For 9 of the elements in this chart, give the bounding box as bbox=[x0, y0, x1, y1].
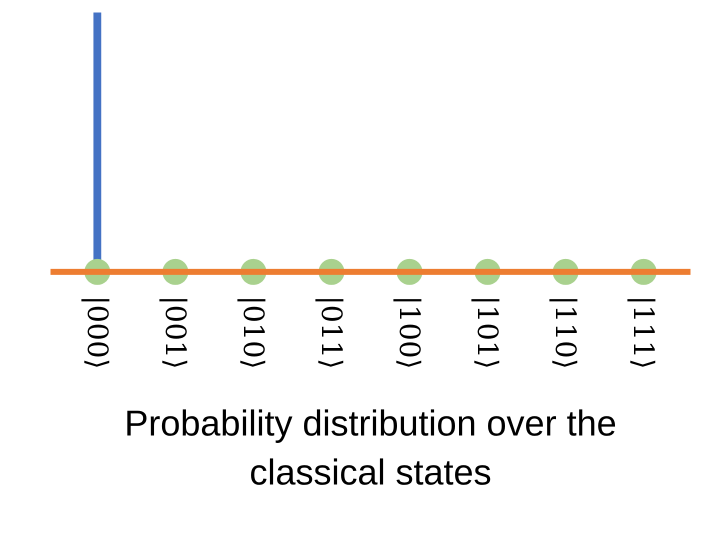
x-tick-label: |000⟩ bbox=[80, 296, 114, 370]
x-tick-label: |010⟩ bbox=[236, 296, 270, 370]
x-tick-label: |100⟩ bbox=[393, 296, 426, 370]
x-tick-label: |001⟩ bbox=[158, 296, 192, 370]
x-tick-label: |110⟩ bbox=[549, 296, 582, 370]
x-tick-label: |011⟩ bbox=[314, 296, 348, 370]
x-tick-label: |111⟩ bbox=[627, 296, 660, 370]
x-axis-title: Probability distribution over the classical states bbox=[124, 402, 617, 492]
x-tick-label: |101⟩ bbox=[471, 296, 504, 370]
